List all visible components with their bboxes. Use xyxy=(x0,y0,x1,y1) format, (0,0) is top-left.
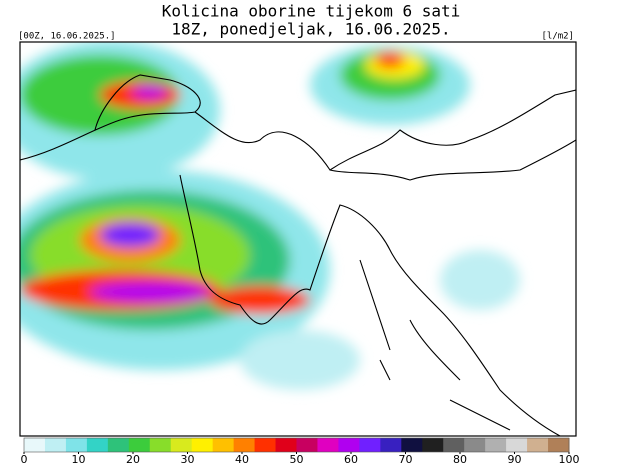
colorbar-tick-label: 0 xyxy=(21,453,28,466)
colorbar: 0 10 20 30 40 50 60 70 80 90 100 xyxy=(21,437,580,466)
colorbar-tick-label: 30 xyxy=(181,453,195,466)
colorbar-tick-label: 80 xyxy=(453,453,467,466)
colorbar-swatch xyxy=(107,438,130,452)
colorbar-swatch xyxy=(191,438,214,452)
colorbar-tick-label: 40 xyxy=(235,453,249,466)
colorbar-swatch xyxy=(485,438,507,452)
colorbar-tick-label: 20 xyxy=(126,453,140,466)
subtitle: 18Z, ponedjeljak, 16.06.2025. xyxy=(171,20,450,39)
colorbar-swatch xyxy=(506,438,528,452)
colorbar-swatch xyxy=(380,438,402,452)
unit-label: [l/m2] xyxy=(541,32,574,42)
colorbar-tick-label: 90 xyxy=(508,453,522,466)
colorbar-swatch xyxy=(65,438,88,452)
colorbar-swatch xyxy=(128,438,151,452)
colorbar-swatch xyxy=(24,438,46,452)
colorbar-swatch xyxy=(212,438,235,452)
colorbar-tick-label: 70 xyxy=(399,453,413,466)
colorbar-swatch xyxy=(149,438,172,452)
colorbar-swatch xyxy=(401,438,423,452)
colorbar-tick-label: 100 xyxy=(559,453,580,466)
colorbar-swatch xyxy=(233,438,256,452)
map-frame xyxy=(19,41,577,437)
colorbar-swatch xyxy=(317,438,339,452)
colorbar-swatch xyxy=(443,438,465,452)
colorbar-swatch xyxy=(254,438,277,452)
precipitation-field xyxy=(20,42,576,436)
colorbar-swatch xyxy=(548,438,570,452)
colorbar-tick-label: 10 xyxy=(72,453,86,466)
colorbar-swatch xyxy=(296,438,318,452)
run-label: [00Z, 16.06.2025.] xyxy=(18,32,116,42)
colorbar-swatch xyxy=(86,438,109,452)
colorbar-tick-label: 60 xyxy=(344,453,358,466)
colorbar-tick-label: 50 xyxy=(290,453,304,466)
colorbar-swatch xyxy=(338,438,360,452)
colorbar-swatch xyxy=(170,438,193,452)
title: Kolicina oborine tijekom 6 sati xyxy=(162,2,461,21)
colorbar-swatch xyxy=(275,438,297,452)
colorbar-swatch xyxy=(527,438,549,452)
colorbar-swatch xyxy=(44,438,67,452)
colorbar-swatch xyxy=(464,438,486,452)
colorbar-swatch xyxy=(359,438,381,452)
colorbar-swatch xyxy=(422,438,444,452)
